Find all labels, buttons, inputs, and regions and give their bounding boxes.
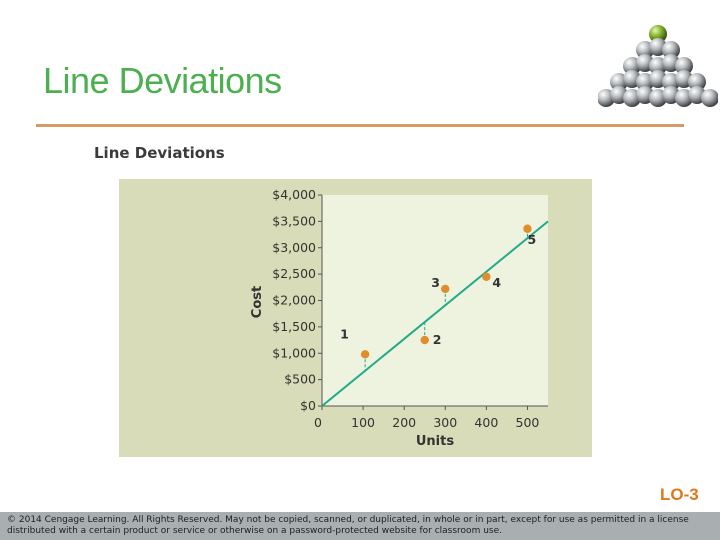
silver-sphere-icon [675,57,693,75]
y-tick-label: $3,000 [272,240,316,255]
x-tick-label: 500 [516,415,540,430]
green-sphere-icon [649,25,667,43]
title-divider [36,124,684,127]
data-point [482,272,491,281]
silver-sphere-icon [701,89,718,107]
x-tick-label: 200 [392,415,416,430]
point-label: 5 [527,232,536,247]
y-tick-label: $1,000 [272,345,316,360]
y-tick-label: $500 [284,372,316,387]
y-tick-label: $2,500 [272,266,316,281]
slide-title: Line Deviations [43,60,282,101]
copyright-notice: © 2014 Cengage Learning. All Rights Rese… [7,515,689,536]
x-tick-label: 300 [433,415,457,430]
y-tick-label: $3,500 [272,213,316,228]
chart-title: Line Deviations [94,144,225,162]
fitted-cost-line [321,220,549,407]
sphere-pyramid-logo-icon [598,25,718,107]
y-tick-label: $1,500 [272,319,316,334]
data-point [360,350,370,359]
plot-area [322,195,548,406]
silver-sphere-icon [688,73,706,91]
y-tick-label: $0 [300,398,316,413]
x-tick-label: 100 [351,415,375,430]
point-label: 2 [433,332,442,347]
y-tick-label: $2,000 [272,293,316,308]
data-point [420,335,429,345]
footer-bar [0,512,720,540]
x-axis-title: Units [416,434,454,449]
learning-objective-label: LO-3 [660,485,699,504]
point-label: 1 [340,326,349,341]
data-point [441,284,450,294]
y-axis-title: Cost [250,286,265,318]
point-label: 4 [492,275,501,290]
point-label: 3 [431,275,440,290]
data-point [523,224,532,233]
x-tick-label: 0 [314,415,322,430]
silver-sphere-icon [662,41,680,59]
x-tick-label: 400 [474,415,498,430]
y-tick-label: $4,000 [272,187,316,202]
